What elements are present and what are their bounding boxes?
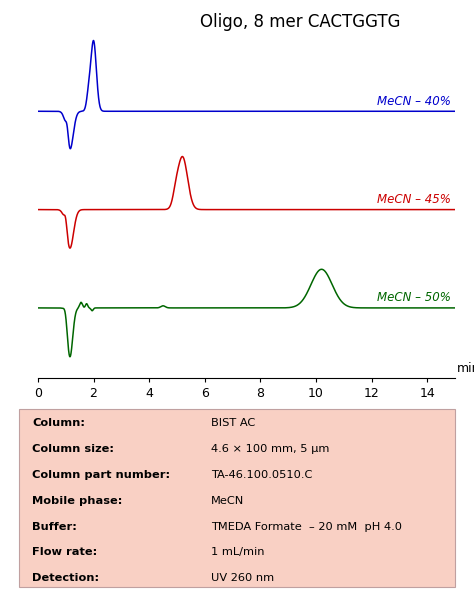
Text: Mobile phase:: Mobile phase: bbox=[32, 496, 122, 506]
Text: 1 mL/min: 1 mL/min bbox=[211, 547, 264, 557]
Text: TA-46.100.0510.C: TA-46.100.0510.C bbox=[211, 470, 312, 480]
Text: MeCN – 40%: MeCN – 40% bbox=[377, 95, 451, 108]
Text: MeCN: MeCN bbox=[211, 496, 244, 506]
Text: 4.6 × 100 mm, 5 μm: 4.6 × 100 mm, 5 μm bbox=[211, 444, 329, 454]
Text: MeCN – 50%: MeCN – 50% bbox=[377, 291, 451, 304]
Text: BIST AC: BIST AC bbox=[211, 418, 255, 428]
Text: TMEDA Formate  – 20 mM  pH 4.0: TMEDA Formate – 20 mM pH 4.0 bbox=[211, 522, 402, 531]
Text: UV 260 nm: UV 260 nm bbox=[211, 573, 274, 583]
Text: min: min bbox=[456, 362, 474, 375]
Text: Flow rate:: Flow rate: bbox=[32, 547, 97, 557]
Text: Oligo, 8 mer CACTGGTG: Oligo, 8 mer CACTGGTG bbox=[201, 14, 401, 31]
Text: Column size:: Column size: bbox=[32, 444, 114, 454]
FancyBboxPatch shape bbox=[19, 409, 455, 587]
Text: Column part number:: Column part number: bbox=[32, 470, 170, 480]
Text: Detection:: Detection: bbox=[32, 573, 99, 583]
Text: Buffer:: Buffer: bbox=[32, 522, 77, 531]
Text: MeCN – 45%: MeCN – 45% bbox=[377, 193, 451, 206]
Text: Column:: Column: bbox=[32, 418, 85, 428]
